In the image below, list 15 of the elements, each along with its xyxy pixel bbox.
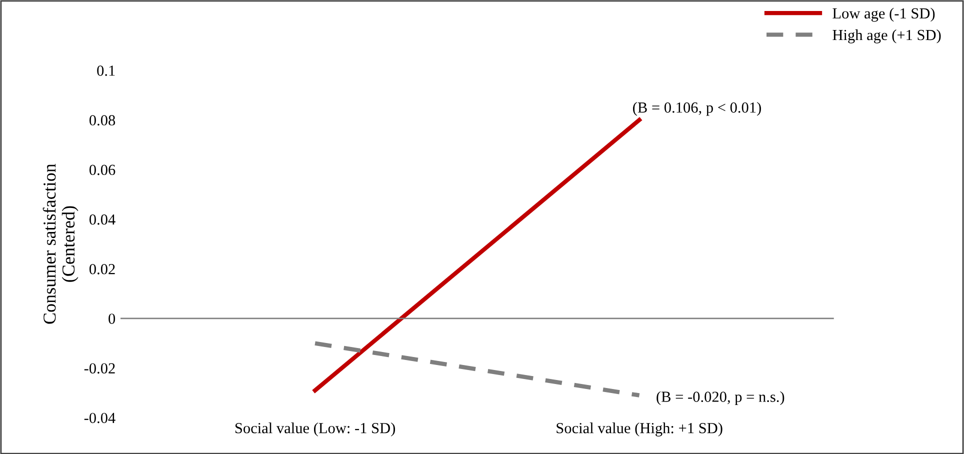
annotation: (B = 0.106, p < 0.01) <box>633 102 761 116</box>
legend-label: Low age (-1 SD) <box>832 8 935 22</box>
x-tick-label: Social value (Low: -1 SD) <box>235 422 395 436</box>
y-tick-label: -0.02 <box>84 363 115 374</box>
y-axis-title: Consumer satisfaction (Centered) <box>42 164 78 324</box>
x-tick-label: Social value (High: +1 SD) <box>556 422 722 436</box>
annotation: (B = -0.020, p = n.s.) <box>656 391 784 406</box>
y-tick-label: 0.04 <box>89 214 116 225</box>
y-tick-label: 0.08 <box>89 115 116 126</box>
legend-label: High age (+1 SD) <box>832 29 941 44</box>
y-tick-label: 0 <box>108 314 116 324</box>
y-tick-label: -0.04 <box>84 412 116 424</box>
y-tick-label: 0.06 <box>89 164 116 176</box>
y-tick-label: 0.02 <box>89 264 115 274</box>
y-tick-label: 0.1 <box>97 66 115 76</box>
